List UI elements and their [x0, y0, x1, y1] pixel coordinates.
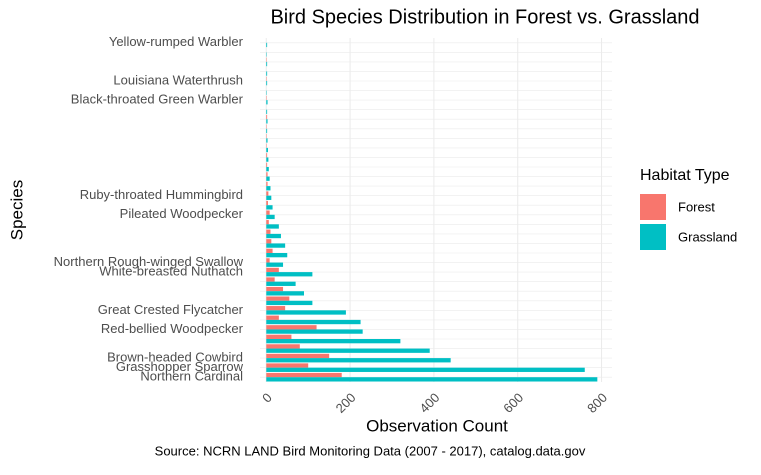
bar: [266, 310, 346, 314]
y-tick-label: Black-throated Green Warbler: [71, 92, 244, 107]
bar: [266, 258, 269, 262]
bar: [266, 191, 268, 195]
bar: [266, 224, 279, 228]
bar: [266, 301, 312, 305]
bar: [266, 349, 429, 353]
bar: [266, 277, 274, 281]
bar: [266, 306, 285, 310]
bar: [266, 363, 308, 367]
bar: [266, 138, 267, 142]
y-tick-label: Northern Cardinal: [140, 369, 243, 384]
bar: [266, 81, 267, 85]
bar: [266, 182, 267, 186]
bar: [266, 71, 267, 75]
legend-label: Grassland: [678, 229, 737, 244]
caption: Source: NCRN LAND Bird Monitoring Data (…: [155, 443, 586, 458]
x-tick-label: 600: [500, 390, 526, 416]
bar: [266, 172, 267, 176]
bar: [266, 210, 269, 214]
legend-label: Forest: [678, 199, 715, 214]
y-axis-label: Species: [7, 180, 26, 240]
bar: [266, 62, 267, 66]
bar: [266, 230, 270, 234]
bar: [266, 263, 283, 267]
bar: [266, 163, 267, 167]
y-tick-label: White-breasted Nuthatch: [99, 264, 243, 279]
legend-swatch: [640, 194, 666, 220]
bar: [266, 243, 285, 247]
bar: [266, 329, 362, 333]
y-tick-label: Red-bellied Woodpecker: [101, 321, 244, 336]
bar: [266, 377, 597, 381]
legend-swatch: [640, 224, 666, 250]
y-tick-label: Pileated Woodpecker: [120, 206, 244, 221]
bar: [266, 239, 271, 243]
bar: [266, 335, 291, 339]
bar: [266, 177, 269, 181]
bar: [266, 100, 267, 104]
bar: [266, 268, 279, 272]
y-tick-label: Yellow-rumped Warbler: [109, 34, 244, 49]
bar: [266, 148, 268, 152]
bar: [266, 115, 267, 119]
bar: [266, 316, 279, 320]
bar: [266, 119, 267, 123]
bar: [266, 234, 281, 238]
legend-title: Habitat Type: [640, 167, 730, 184]
bar: [266, 129, 267, 133]
bar: [266, 373, 341, 377]
bar: [266, 43, 267, 47]
bar: [266, 354, 329, 358]
x-tick-label: 800: [584, 390, 610, 416]
bar: [266, 296, 289, 300]
bar: [266, 287, 283, 291]
y-tick-label: Ruby-throated Hummingbird: [80, 187, 243, 202]
bar: [266, 253, 287, 257]
bar: [266, 205, 272, 209]
bar: [266, 196, 271, 200]
bar: [266, 167, 269, 171]
x-tick-label: 0: [259, 390, 275, 406]
bar: [266, 186, 270, 190]
bar: [266, 215, 274, 219]
x-axis-label: Observation Count: [366, 416, 508, 435]
bar: [266, 249, 272, 253]
x-tick-label: 200: [333, 390, 359, 416]
bar: [266, 157, 268, 161]
y-tick-label: Great Crested Flycatcher: [98, 302, 244, 317]
bar: [266, 358, 450, 362]
bar: [266, 153, 267, 157]
bar: [266, 325, 316, 329]
bar: [266, 282, 295, 286]
bar: [266, 320, 360, 324]
bar: [266, 368, 584, 372]
bar: [266, 201, 268, 205]
chart-title: Bird Species Distribution in Forest vs. …: [270, 6, 699, 28]
bar: [266, 272, 312, 276]
bar: [266, 110, 267, 114]
bar: [266, 220, 269, 224]
x-tick-label: 400: [417, 390, 443, 416]
y-tick-label: Louisiana Waterthrush: [113, 72, 243, 87]
bar: [266, 344, 300, 348]
bar: [266, 339, 400, 343]
bar: [266, 291, 304, 295]
